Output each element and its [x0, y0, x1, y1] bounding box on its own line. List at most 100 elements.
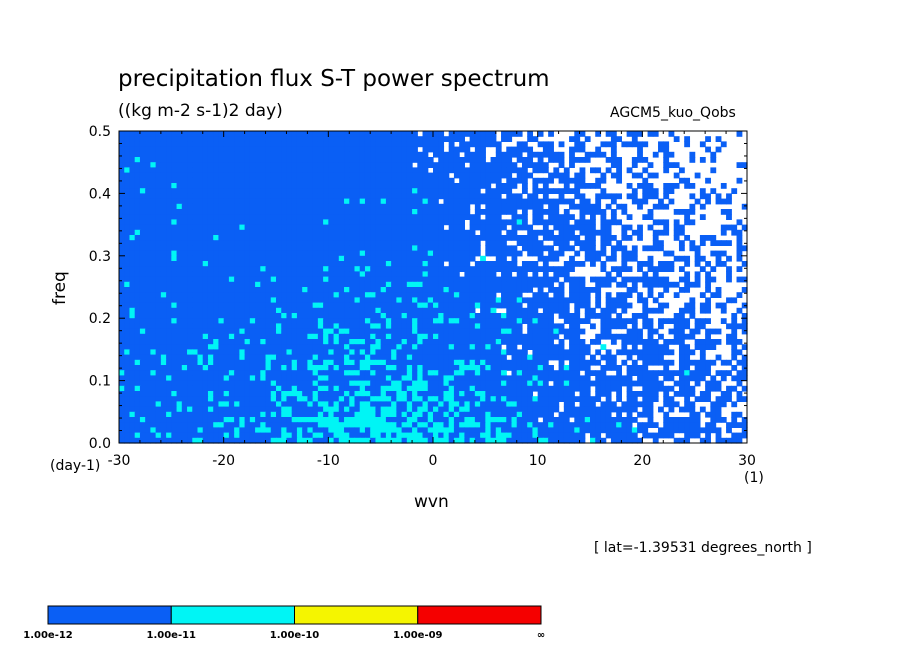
spectrum-cell: [412, 354, 418, 361]
spectrum-cell: [731, 349, 738, 356]
spectrum-cell: [542, 193, 549, 200]
spectrum-cell: [317, 385, 324, 392]
spectrum-cell: [569, 235, 575, 241]
spectrum-cell: [218, 188, 225, 194]
spectrum-cell: [239, 307, 246, 314]
spectrum-cell: [380, 245, 387, 252]
spectrum-cell: [260, 224, 267, 231]
spectrum-cell: [595, 380, 602, 387]
spectrum-cell: [553, 344, 560, 350]
spectrum-cell: [731, 224, 738, 231]
spectrum-cell: [396, 146, 403, 153]
spectrum-cell: [527, 235, 534, 241]
spectrum-cell: [380, 302, 387, 309]
spectrum-cell: [139, 229, 146, 236]
spectrum-cell: [396, 250, 403, 257]
spectrum-cell: [396, 229, 403, 236]
spectrum-cell: [145, 235, 151, 241]
spectrum-cell: [176, 323, 183, 330]
spectrum-cell: [160, 157, 167, 163]
spectrum-cell: [443, 203, 450, 210]
spectrum-cell: [249, 354, 256, 361]
spectrum-cell: [265, 339, 272, 345]
spectrum-cell: [537, 281, 544, 288]
spectrum-cell: [726, 198, 732, 205]
spectrum-cell: [323, 292, 329, 298]
spectrum-cell: [354, 287, 361, 293]
spectrum-cell: [569, 188, 575, 194]
spectrum-cell: [448, 349, 455, 356]
spectrum-cell: [150, 224, 157, 231]
spectrum-cell: [338, 141, 345, 148]
spectrum-cell: [302, 188, 308, 194]
spectrum-cell: [119, 198, 125, 205]
spectrum-cell: [506, 157, 513, 163]
spectrum-cell: [610, 333, 617, 340]
spectrum-cell: [705, 333, 711, 340]
spectrum-cell: [401, 183, 408, 189]
spectrum-cell: [385, 292, 392, 298]
spectrum-cell: [511, 214, 518, 220]
spectrum-cell: [187, 271, 193, 278]
spectrum-cell: [323, 172, 329, 179]
spectrum-cell: [391, 297, 397, 304]
spectrum-cell: [668, 349, 675, 356]
spectrum-cell: [715, 136, 722, 142]
spectrum-cell: [317, 136, 324, 142]
spectrum-cell: [270, 313, 277, 319]
spectrum-cell: [228, 287, 235, 293]
spectrum-cell: [490, 302, 497, 309]
spectrum-cell: [412, 307, 418, 314]
spectrum-cell: [239, 292, 246, 298]
spectrum-cell: [155, 276, 162, 283]
spectrum-cell: [364, 198, 371, 205]
spectrum-cell: [443, 318, 450, 324]
spectrum-cell: [642, 302, 649, 309]
spectrum-cell: [495, 203, 502, 210]
spectrum-cell: [291, 375, 298, 382]
spectrum-cell: [720, 229, 727, 236]
spectrum-cell: [302, 344, 308, 350]
spectrum-cell: [228, 209, 235, 215]
spectrum-cell: [197, 349, 204, 356]
spectrum-cell: [469, 136, 476, 142]
spectrum-cell: [291, 167, 298, 174]
spectrum-cell: [296, 266, 303, 272]
spectrum-cell: [453, 229, 460, 236]
spectrum-cell: [249, 271, 256, 278]
spectrum-cell: [375, 203, 382, 210]
spectrum-cell: [569, 385, 575, 392]
spectrum-cell: [396, 214, 403, 220]
spectrum-cell: [422, 323, 429, 330]
spectrum-cell: [438, 385, 445, 392]
spectrum-cell: [364, 302, 371, 309]
spectrum-cell: [364, 177, 371, 184]
spectrum-cell: [281, 365, 288, 371]
spectrum-cell: [192, 183, 199, 189]
spectrum-cell: [234, 250, 240, 257]
spectrum-cell: [501, 167, 507, 174]
spectrum-cell: [453, 380, 460, 387]
spectrum-cell: [354, 266, 361, 272]
spectrum-cell: [726, 339, 732, 345]
spectrum-cell: [469, 333, 476, 340]
spectrum-cell: [563, 224, 570, 231]
spectrum-cell: [307, 313, 314, 319]
spectrum-cell: [720, 302, 727, 309]
spectrum-cell: [401, 162, 408, 168]
spectrum-cell: [255, 370, 261, 376]
spectrum-cell: [569, 287, 575, 293]
spectrum-cell: [726, 333, 732, 340]
spectrum-cell: [584, 224, 591, 231]
spectrum-cell: [474, 235, 481, 241]
spectrum-cell: [558, 281, 565, 288]
spectrum-cell: [181, 375, 188, 382]
spectrum-cell: [396, 183, 403, 189]
spectrum-cell: [590, 287, 596, 293]
spectrum-cell: [265, 292, 272, 298]
spectrum-cell: [548, 323, 554, 330]
spectrum-cell: [139, 162, 146, 168]
spectrum-cell: [480, 297, 486, 304]
spectrum-cell: [197, 224, 204, 231]
spectrum-cell: [223, 276, 230, 283]
